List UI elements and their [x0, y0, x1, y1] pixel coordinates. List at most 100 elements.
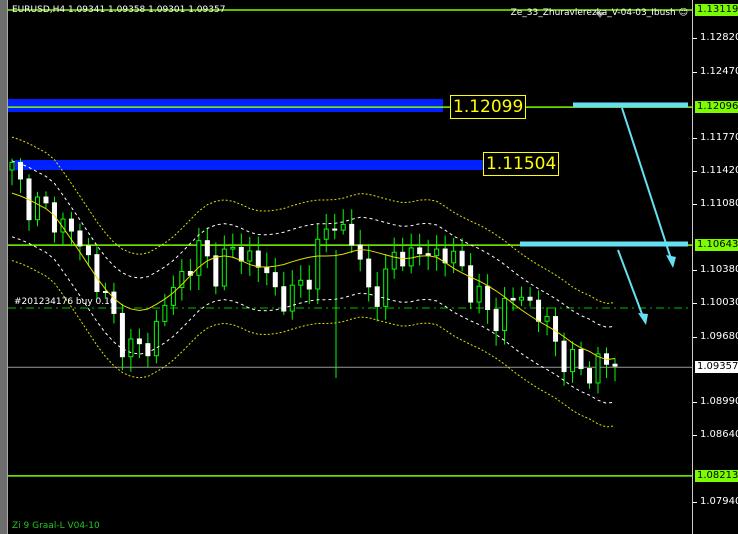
candle-body	[204, 240, 210, 257]
candle-body	[519, 296, 525, 301]
level-label-upper[interactable]: 1.12099	[450, 95, 527, 119]
candle-body	[145, 343, 151, 357]
candle-body	[281, 286, 287, 312]
candle-body	[502, 297, 508, 332]
tick-mark	[693, 336, 697, 338]
candle-body	[221, 248, 227, 287]
candle-body	[536, 299, 542, 322]
price-tick: 1.10030	[700, 297, 738, 309]
candle-body	[9, 161, 15, 171]
candle-body	[485, 285, 491, 311]
candle-body	[94, 254, 100, 292]
price-tick: 1.10380	[700, 264, 738, 276]
candle-body	[391, 251, 397, 270]
level-label-lower[interactable]: 1.11504	[483, 152, 560, 176]
tick-mark	[693, 402, 697, 404]
candle-body	[468, 265, 474, 303]
tick-mark	[693, 38, 697, 40]
smiley-icon: ☺	[678, 8, 688, 18]
candle-body	[153, 320, 159, 357]
candle-body	[315, 238, 321, 290]
price-tick: 1.07940	[700, 495, 738, 507]
candle-body	[264, 266, 270, 274]
indicator-label: Zi 9 Graal-L V04-10	[12, 521, 100, 531]
candle-body	[451, 250, 457, 264]
candle-body	[17, 161, 23, 180]
candle-body	[366, 258, 372, 288]
candle-body	[383, 268, 389, 307]
price-scale[interactable]: 1.12820 1.12470 1.11770 1.11420 1.11080 1.103…	[692, 0, 738, 534]
candle-body	[179, 270, 185, 288]
candle-body	[128, 338, 134, 358]
candle-body	[43, 196, 49, 204]
supply-zone-2	[15, 160, 483, 170]
candle-body	[77, 230, 83, 247]
tick-mark	[693, 71, 697, 73]
candle-body	[510, 297, 516, 301]
candle-body	[170, 286, 176, 306]
candle-body	[238, 246, 244, 262]
arrow-head-icon	[638, 313, 648, 325]
candle-body	[255, 250, 261, 268]
candle-body	[111, 291, 117, 314]
band-lower-inner	[11, 236, 616, 404]
candle-body	[289, 284, 295, 312]
price-tick: 1.11770	[700, 132, 738, 144]
level-price-tag: 1.12096	[695, 101, 738, 114]
band-upper-outer	[11, 136, 616, 305]
level-price-tag: 1.10643	[695, 239, 738, 252]
current-price-tag: 1.09357	[695, 361, 738, 374]
level-price-tag: 1.08213	[695, 469, 738, 482]
candle-body	[34, 196, 40, 221]
candle-body	[119, 312, 125, 358]
left-frame	[0, 0, 8, 534]
candle-body	[357, 244, 363, 260]
price-tick: 1.08640	[700, 429, 738, 441]
expert-advisor-label[interactable]: Ze_33_Zhuravlerezka_V-04-03_Ibush ☺	[511, 8, 688, 18]
order-label: #201234176 buy 0.10	[14, 297, 116, 307]
candle-body	[493, 309, 499, 332]
price-tick: 1.08990	[700, 396, 738, 408]
arrow-head-icon	[666, 255, 676, 268]
candle-body	[527, 296, 533, 301]
candle-body	[578, 348, 584, 370]
candle-body	[434, 248, 440, 257]
tick-mark	[693, 270, 697, 272]
candle-body	[459, 250, 465, 267]
candle-body	[408, 247, 414, 267]
price-tick: 1.11080	[700, 197, 738, 209]
candle-body	[595, 353, 601, 384]
candle-body	[196, 240, 202, 276]
candle-body	[570, 348, 576, 373]
candle-body	[306, 279, 312, 290]
price-tick: 1.12470	[700, 65, 738, 77]
price-chart[interactable]	[8, 0, 692, 534]
tick-mark	[693, 435, 697, 437]
arrow-line-lower	[617, 249, 646, 323]
candle-body	[544, 316, 550, 322]
candle-body	[162, 304, 168, 322]
candle-body	[298, 279, 304, 286]
symbol-info: EURUSD,H4 1.09341 1.09358 1.09301 1.0935…	[12, 5, 226, 15]
candle-body	[323, 228, 329, 240]
candle-body	[553, 316, 559, 342]
candle-body	[587, 368, 593, 384]
candle-body	[230, 246, 236, 250]
candle-body	[417, 247, 423, 255]
tick-mark	[693, 501, 697, 503]
scroll-marker-icon	[595, 12, 605, 18]
candle-body	[68, 218, 74, 232]
tick-mark	[693, 171, 697, 173]
candle-body	[476, 285, 482, 303]
candle-body	[612, 363, 618, 367]
tick-mark	[693, 138, 697, 140]
candle-body	[349, 223, 355, 246]
candle-body	[213, 255, 219, 287]
level-price-tag: 1.13119	[695, 4, 738, 16]
candle-body	[442, 248, 448, 264]
candle-body	[247, 250, 253, 262]
price-tick: 1.11420	[700, 165, 738, 177]
candle-body	[272, 272, 278, 288]
candle-body	[136, 338, 142, 345]
candle-body	[332, 228, 338, 231]
